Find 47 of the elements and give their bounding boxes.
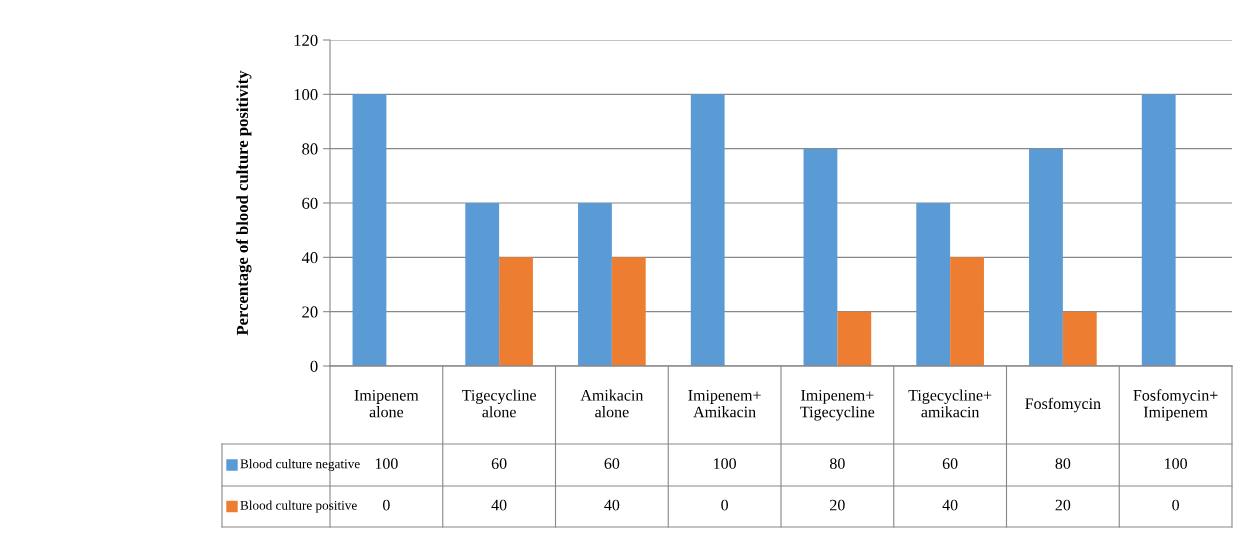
x-tick-label: Fosfomycin+Imipenem <box>1133 389 1218 421</box>
data-label: 20 <box>1055 499 1071 511</box>
data-label: 100 <box>1165 458 1187 469</box>
x-tick-label: Imipenem+Amikacin <box>688 389 761 418</box>
data-label: 60 <box>491 458 507 469</box>
legend-label: Blood culture negative <box>240 459 360 471</box>
x-tick-label: Tigecycline alone <box>462 389 536 418</box>
x-tick-label: Tigecycline+amikacin <box>908 389 992 418</box>
bar <box>465 203 500 366</box>
bar <box>499 257 533 366</box>
y-tick-label: 0 <box>310 360 318 372</box>
data-label: 80 <box>1055 458 1071 469</box>
bar <box>1062 311 1097 366</box>
bar <box>950 257 984 366</box>
data-label: 80 <box>830 458 845 469</box>
y-tick-label: 80 <box>302 143 318 155</box>
x-tick-label: Fosfomycin <box>1025 397 1101 413</box>
bar <box>803 148 838 366</box>
y-tick-label: 120 <box>294 34 318 46</box>
data-label: 60 <box>604 458 620 469</box>
legend-label: Blood culture positive <box>240 500 357 513</box>
bar <box>611 257 646 366</box>
data-label: 60 <box>942 458 958 469</box>
data-label: 0 <box>721 499 729 511</box>
data-label: 100 <box>375 458 398 469</box>
data-label: 40 <box>604 499 620 511</box>
data-label: 0 <box>1172 499 1180 511</box>
y-tick-label: 60 <box>302 197 318 209</box>
x-tick-label: Imipenem alone <box>354 389 419 418</box>
x-tick-label: Amikacin alone <box>580 389 644 418</box>
bar <box>690 94 725 366</box>
y-tick-label: 100 <box>294 89 318 101</box>
bar <box>916 203 951 366</box>
data-label: 100 <box>714 458 736 469</box>
data-label: 40 <box>942 499 958 511</box>
y-tick-label: 20 <box>302 306 318 318</box>
data-label: 40 <box>491 499 507 511</box>
x-tick-label: Imipenem+Tigecycline <box>800 389 875 421</box>
bar <box>578 203 612 366</box>
bar <box>1141 94 1176 366</box>
bar <box>837 311 872 366</box>
bar <box>352 94 387 366</box>
bar <box>1029 148 1063 366</box>
data-label: 0 <box>382 499 390 511</box>
y-tick-label: 40 <box>301 252 318 264</box>
data-label: 20 <box>830 499 845 511</box>
y-axis-title: Percentage of blood culture positivity <box>236 70 252 336</box>
